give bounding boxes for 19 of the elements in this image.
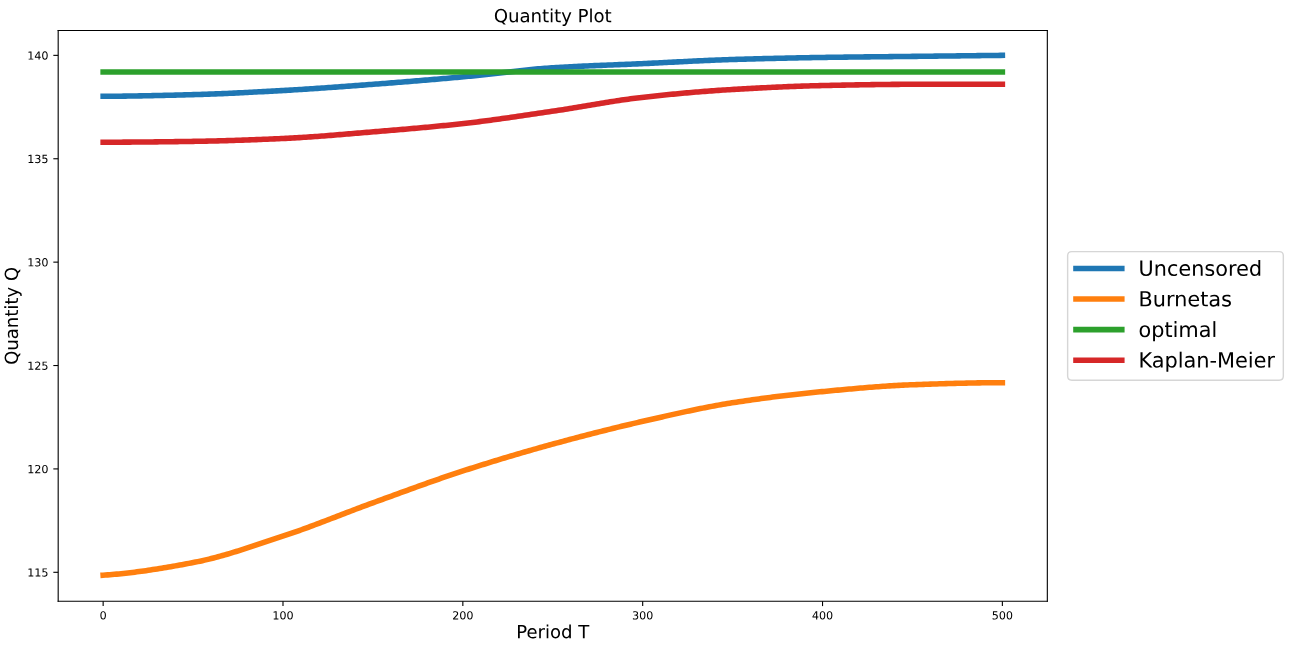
- x-tick-label: 100: [273, 611, 293, 620]
- x-tick-label: 0: [100, 611, 106, 620]
- y-tick-label: 115: [28, 568, 48, 577]
- legend-label: Kaplan-Meier: [1140, 351, 1275, 372]
- y-tick-label: 140: [28, 51, 48, 60]
- y-tick-label: 130: [28, 258, 48, 267]
- x-tick-label: 500: [992, 611, 1013, 620]
- chart-title: Quantity Plot: [494, 8, 612, 26]
- x-tick-label: 400: [812, 611, 833, 620]
- legend-label: Uncensored: [1140, 259, 1261, 277]
- legend-label: optimal: [1139, 321, 1216, 342]
- legend-label: Burnetas: [1140, 291, 1231, 307]
- y-axis-title: Quantity Q: [4, 267, 22, 364]
- x-tick-label: 200: [453, 611, 473, 620]
- x-axis-title: Period T: [518, 624, 590, 639]
- y-tick-label: 125: [28, 361, 48, 370]
- y-tick-label: 120: [28, 464, 48, 474]
- x-tick-label: 300: [632, 611, 653, 620]
- y-tick-label: 135: [28, 154, 48, 164]
